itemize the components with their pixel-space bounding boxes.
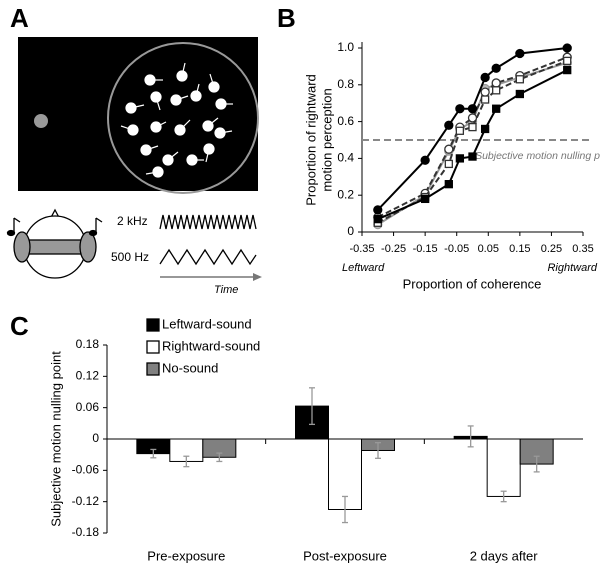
series-line: [377, 61, 568, 226]
marker: [467, 113, 478, 123]
waveform: [159, 214, 257, 230]
legend-label: No-sound: [162, 360, 218, 375]
x-tick-label: -0.05: [444, 243, 469, 255]
series-line: [377, 59, 568, 224]
marker: [515, 48, 525, 59]
marker: [491, 63, 501, 73]
annotation: Subjective motion nulling point: [475, 150, 600, 162]
x-tick-label: -0.35: [349, 243, 374, 255]
marker: [515, 75, 525, 84]
x-end-label: Leftward: [342, 262, 385, 274]
y-tick-label: -0.06: [72, 463, 100, 477]
x-tick-label: Pre-exposure: [147, 548, 225, 563]
legend-swatch: [146, 340, 160, 354]
legend-swatch: [146, 362, 160, 376]
marker: [455, 104, 465, 114]
panel-letter: A: [10, 3, 29, 33]
tone-label: 2 kHz: [117, 214, 148, 228]
x-axis-label: Proportion of coherence: [403, 276, 542, 291]
marker: [492, 104, 501, 113]
time-arrow-head: [253, 273, 262, 281]
legend-label: Rightward-sound: [162, 338, 260, 353]
marker: [480, 72, 490, 83]
x-tick-label: 2 days after: [470, 548, 539, 563]
stimulus-screen: [18, 37, 258, 191]
y-tick-label: 0.06: [76, 400, 100, 414]
y-tick-label: 0: [347, 224, 354, 238]
marker: [373, 205, 383, 215]
marker: [444, 120, 454, 130]
y-tick-label: -0.12: [72, 494, 100, 508]
x-tick-label: 0.35: [572, 243, 593, 255]
legend-swatch: [146, 318, 160, 332]
marker: [468, 122, 477, 132]
marker: [467, 104, 478, 114]
y-tick-label: -0.18: [72, 525, 100, 539]
bar: [486, 438, 521, 497]
y-axis-label: motion perception: [319, 88, 334, 191]
dot-aperture: [107, 42, 259, 194]
marker: [455, 126, 465, 135]
panel-letter: C: [10, 311, 29, 341]
marker: [455, 154, 465, 163]
marker: [444, 144, 454, 154]
motion-dots: [120, 62, 233, 178]
y-tick-label: 0.4: [337, 151, 354, 165]
x-tick-label: 0.15: [509, 243, 530, 255]
fixation-point: [34, 114, 48, 128]
marker: [563, 56, 572, 66]
marker: [420, 194, 430, 204]
x-tick-label: Post-exposure: [303, 548, 387, 563]
marker: [492, 86, 501, 95]
marker: [373, 214, 382, 224]
y-tick-label: 0.18: [76, 337, 100, 351]
y-tick-label: 0: [92, 431, 99, 445]
waveform: [159, 248, 257, 266]
marker: [480, 124, 490, 134]
marker: [480, 95, 490, 104]
y-axis-label: Proportion of rightward: [303, 74, 318, 206]
x-end-label: Rightward: [547, 262, 597, 274]
series-line: [377, 69, 568, 221]
tone-label: 500 Hz: [111, 250, 149, 264]
marker: [468, 152, 477, 161]
y-tick-label: 0.2: [337, 187, 354, 201]
marker: [563, 65, 572, 75]
marker: [480, 87, 490, 97]
y-tick-label: 1.0: [337, 40, 354, 54]
y-tick-label: 0.8: [337, 77, 354, 91]
legend-label: Leftward-sound: [162, 316, 252, 331]
head-headphones: [6, 208, 103, 279]
y-tick-label: 0.12: [76, 369, 100, 383]
x-tick-label: -0.15: [413, 243, 438, 255]
x-tick-label: 0.25: [541, 243, 562, 255]
marker: [420, 155, 430, 165]
marker: [562, 43, 572, 53]
y-tick-label: 0.6: [337, 114, 354, 128]
marker: [491, 78, 501, 88]
panel-letter: B: [277, 3, 296, 33]
x-tick-label: -0.25: [381, 243, 406, 255]
x-tick-label: 0.05: [478, 243, 499, 255]
y-axis-label: Subjective motion nulling point: [48, 351, 63, 527]
series-line: [377, 56, 568, 219]
time-label: Time: [214, 284, 238, 296]
marker: [444, 159, 453, 169]
marker: [444, 180, 453, 189]
marker: [515, 89, 525, 99]
